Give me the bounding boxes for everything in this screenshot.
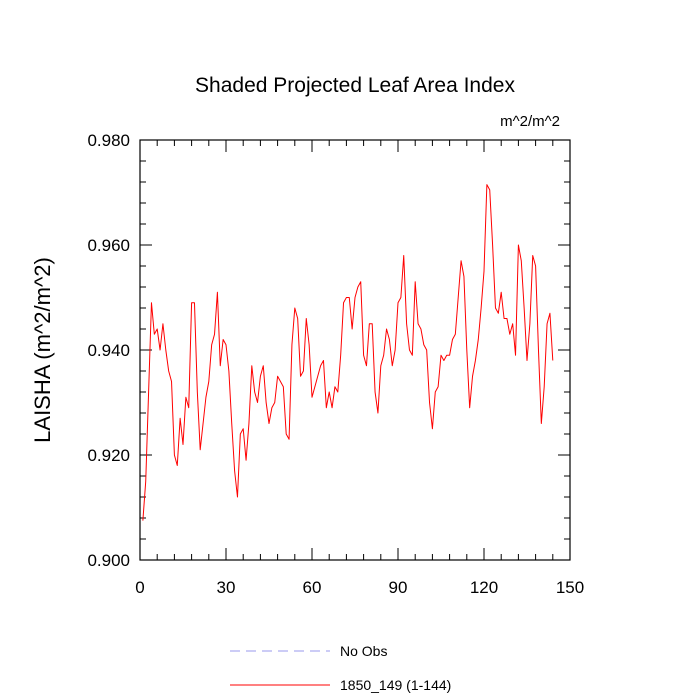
x-tick-label: 150 bbox=[556, 578, 584, 597]
y-tick-label: 0.920 bbox=[87, 446, 130, 465]
legend-label: 1850_149 (1-144) bbox=[340, 677, 451, 693]
legend-label: No Obs bbox=[340, 643, 387, 659]
y-tick-label: 0.940 bbox=[87, 341, 130, 360]
axis-tick-labels: 0 30 60 90 120 150 0.900 0.920 0.940 0.960 0.980 bbox=[87, 131, 584, 597]
series-line bbox=[142, 184, 554, 521]
axis-ticks bbox=[139, 139, 571, 561]
y-axis-label: LAISHA (m^2/m^2) bbox=[30, 257, 55, 443]
y-tick-label: 0.960 bbox=[87, 236, 130, 255]
units-label: m^2/m^2 bbox=[500, 113, 560, 130]
y-tick-label: 0.900 bbox=[87, 551, 130, 570]
x-tick-label: 30 bbox=[217, 578, 236, 597]
x-tick-label: 0 bbox=[135, 578, 144, 597]
legend: No Obs 1850_149 (1-144) bbox=[230, 643, 451, 693]
y-tick-label: 0.980 bbox=[87, 131, 130, 150]
x-tick-label: 60 bbox=[303, 578, 322, 597]
chart-title: Shaded Projected Leaf Area Index bbox=[195, 74, 515, 97]
x-tick-label: 90 bbox=[389, 578, 408, 597]
series-group bbox=[142, 184, 554, 521]
plot-frame bbox=[139, 139, 571, 561]
x-tick-label: 120 bbox=[470, 578, 498, 597]
